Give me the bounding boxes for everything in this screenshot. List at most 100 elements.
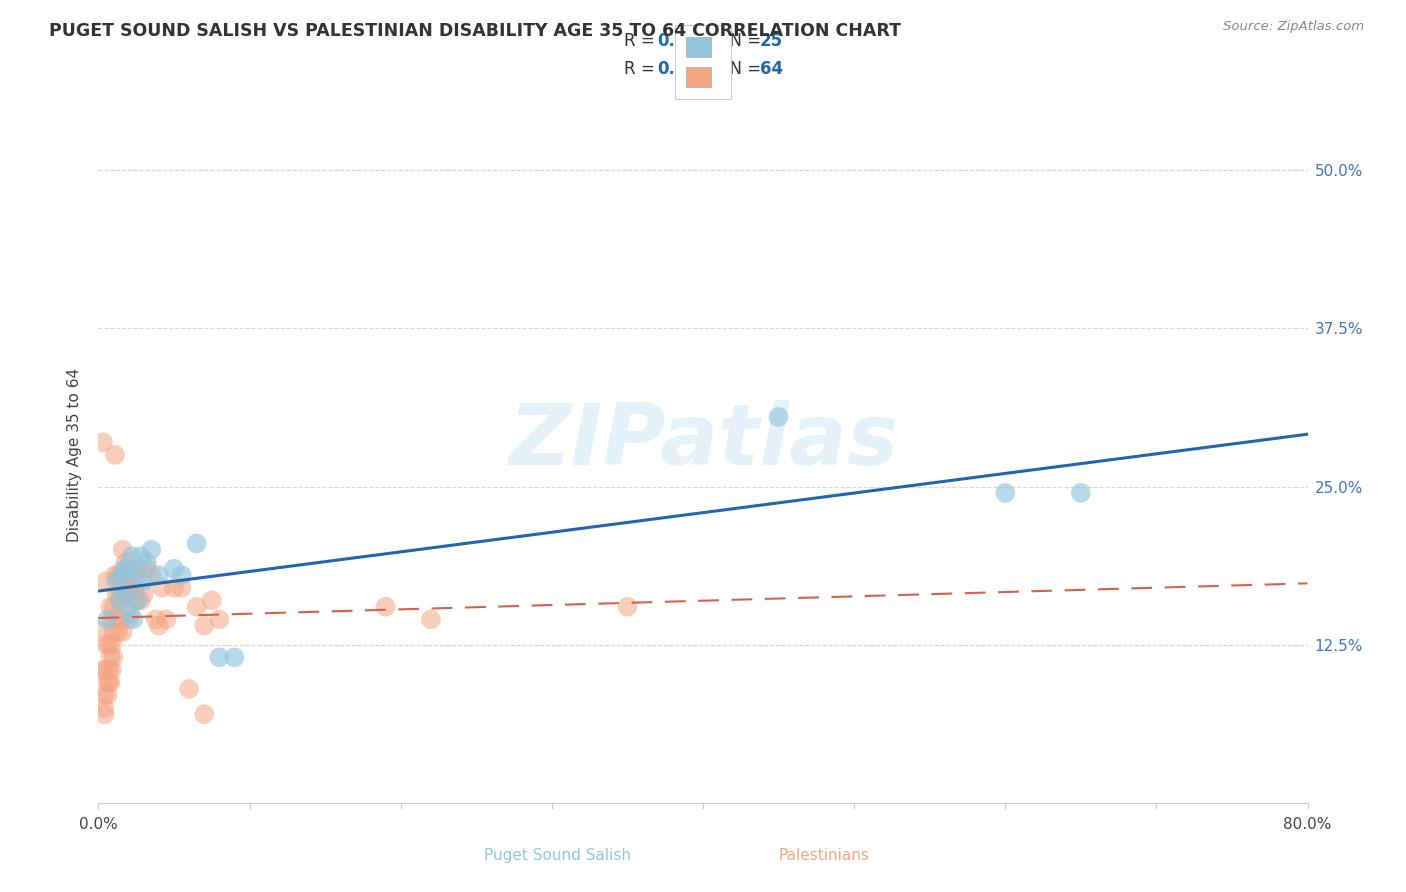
Text: N =: N = xyxy=(718,60,766,78)
Text: Source: ZipAtlas.com: Source: ZipAtlas.com xyxy=(1223,20,1364,33)
Point xyxy=(616,599,638,614)
Point xyxy=(768,409,790,424)
Point xyxy=(1070,486,1092,500)
Point xyxy=(125,568,148,582)
Text: 25: 25 xyxy=(759,32,783,50)
Text: PUGET SOUND SALISH VS PALESTINIAN DISABILITY AGE 35 TO 64 CORRELATION CHART: PUGET SOUND SALISH VS PALESTINIAN DISABI… xyxy=(49,22,901,40)
Point xyxy=(100,650,122,665)
Point xyxy=(96,675,118,690)
Point xyxy=(111,568,134,582)
Point xyxy=(163,562,186,576)
Point xyxy=(93,707,115,722)
Point xyxy=(110,612,132,626)
Point xyxy=(115,562,138,576)
Point xyxy=(179,681,201,696)
Point xyxy=(108,593,131,607)
Text: R =: R = xyxy=(624,32,661,50)
Point xyxy=(94,638,117,652)
Point xyxy=(96,688,118,702)
Text: 0.010: 0.010 xyxy=(657,60,710,78)
Point xyxy=(135,562,157,576)
Point xyxy=(91,663,114,677)
Point xyxy=(224,650,246,665)
Point xyxy=(103,650,125,665)
Legend: , : , xyxy=(675,25,731,99)
Point xyxy=(132,587,155,601)
Point xyxy=(193,618,215,632)
Point xyxy=(98,638,121,652)
Point xyxy=(420,612,443,626)
Point xyxy=(105,574,128,589)
Point xyxy=(118,581,141,595)
Point xyxy=(155,612,177,626)
Point xyxy=(101,638,124,652)
Point xyxy=(111,625,134,640)
Point xyxy=(208,650,231,665)
Point xyxy=(994,486,1017,500)
Point xyxy=(127,562,149,576)
Point xyxy=(132,574,155,589)
Point xyxy=(148,618,170,632)
Point xyxy=(93,688,115,702)
Point xyxy=(163,581,186,595)
Point xyxy=(101,612,124,626)
Point xyxy=(105,587,128,601)
Point xyxy=(120,587,142,601)
Point xyxy=(141,542,163,557)
Point xyxy=(103,599,125,614)
Point xyxy=(107,625,129,640)
Point xyxy=(94,663,117,677)
Point xyxy=(114,556,136,570)
Point xyxy=(111,542,134,557)
Point xyxy=(110,568,132,582)
Point xyxy=(125,593,148,607)
Point xyxy=(112,562,135,576)
Text: N =: N = xyxy=(718,32,766,50)
Point xyxy=(104,448,127,462)
Text: ZIPatlas: ZIPatlas xyxy=(508,400,898,483)
Text: 64: 64 xyxy=(759,60,783,78)
Point xyxy=(114,587,136,601)
Point xyxy=(208,612,231,626)
Point xyxy=(98,675,121,690)
Point xyxy=(90,625,112,640)
Point xyxy=(96,612,118,626)
Point xyxy=(104,568,127,582)
Point xyxy=(127,593,149,607)
Point xyxy=(120,606,142,620)
Text: 0.361: 0.361 xyxy=(657,32,710,50)
Point xyxy=(93,701,115,715)
Text: R =: R = xyxy=(624,60,661,78)
Point xyxy=(98,663,121,677)
Point xyxy=(141,568,163,582)
Point xyxy=(186,536,208,550)
Point xyxy=(124,581,146,595)
Point xyxy=(121,549,143,563)
Point xyxy=(374,599,396,614)
Point xyxy=(118,612,141,626)
Point xyxy=(121,568,143,582)
Point xyxy=(91,435,114,450)
Point xyxy=(108,593,131,607)
Point xyxy=(170,568,193,582)
Y-axis label: Disability Age 35 to 64: Disability Age 35 to 64 xyxy=(67,368,83,542)
Point xyxy=(103,625,125,640)
Point xyxy=(201,593,224,607)
Point xyxy=(100,675,122,690)
Point xyxy=(150,581,173,595)
Point xyxy=(170,581,193,595)
Point xyxy=(129,593,152,607)
Text: Puget Sound Salish: Puget Sound Salish xyxy=(485,848,631,863)
Point xyxy=(115,599,138,614)
Point xyxy=(101,663,124,677)
Point xyxy=(112,568,135,582)
Point xyxy=(148,568,170,582)
Point xyxy=(129,549,152,563)
Text: Palestinians: Palestinians xyxy=(779,848,869,863)
Point xyxy=(186,599,208,614)
Point xyxy=(122,612,145,626)
Point xyxy=(193,707,215,722)
Point xyxy=(94,574,117,589)
Point xyxy=(100,599,122,614)
Point xyxy=(105,612,128,626)
